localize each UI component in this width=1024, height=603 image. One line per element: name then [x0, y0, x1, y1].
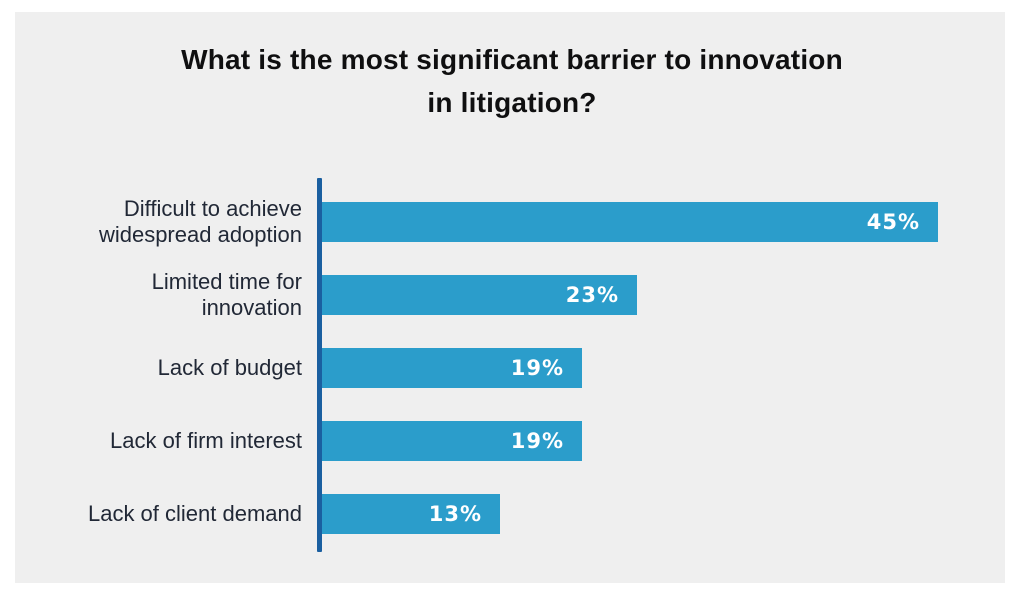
bar: 19% [322, 421, 582, 461]
category-label: Lack of firm interest [110, 428, 302, 454]
chart-row: Lack of client demand 13% [0, 494, 1024, 534]
bar-area: 19% [322, 421, 1024, 461]
bar-area: 45% [322, 202, 1024, 242]
bar: 45% [322, 202, 938, 242]
bar-area: 19% [322, 348, 1024, 388]
value-label: 45% [866, 210, 920, 234]
bar: 13% [322, 494, 500, 534]
chart-row: Difficult to achieve widespread adoption… [0, 196, 1024, 247]
category-label: Difficult to achieve widespread adoption [98, 196, 302, 247]
category-label: Limited time for innovation [151, 269, 302, 320]
chart-title: What is the most significant barrier to … [181, 44, 843, 119]
chart-row: Lack of firm interest 19% [0, 421, 1024, 461]
chart-row: Lack of budget 19% [0, 348, 1024, 388]
category-label: Lack of client demand [87, 501, 302, 527]
value-label: 13% [428, 502, 482, 526]
category-label: Lack of budget [157, 355, 302, 381]
bar-area: 23% [322, 275, 1024, 315]
value-label: 19% [510, 356, 564, 380]
value-label: 19% [510, 429, 564, 453]
bar: 19% [322, 348, 582, 388]
bar: 23% [322, 275, 637, 315]
chart-row: Limited time for innovation 23% [0, 269, 1024, 320]
chart-rows: Difficult to achieve widespread adoption… [0, 196, 1024, 567]
y-axis-line [317, 178, 322, 552]
bar-area: 13% [322, 494, 1024, 534]
value-label: 23% [565, 283, 619, 307]
